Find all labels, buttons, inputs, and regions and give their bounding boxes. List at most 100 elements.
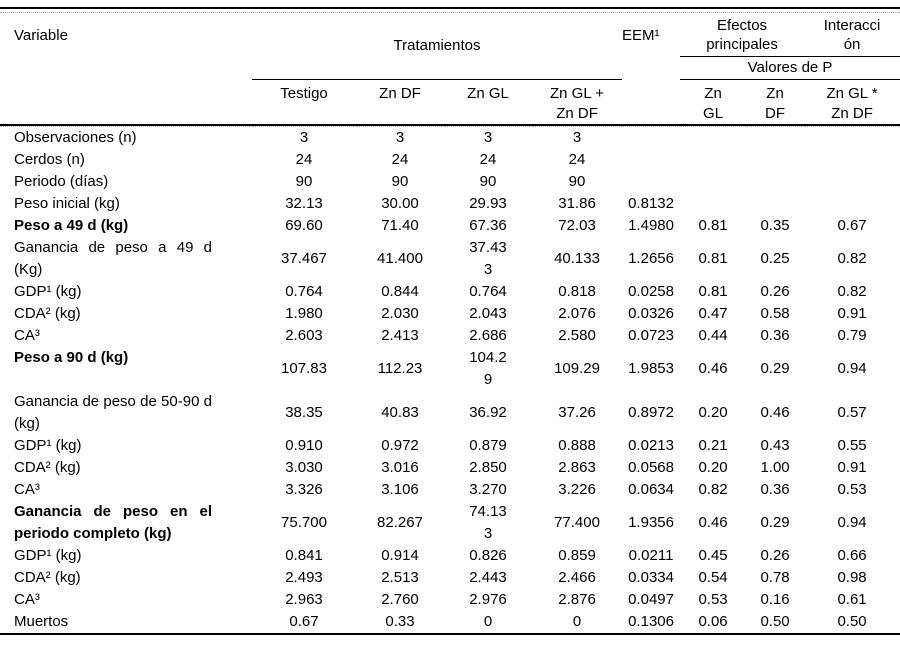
- cell-zn-df: 71.40: [381, 217, 419, 234]
- cell-eem: 1.9853: [628, 360, 674, 377]
- cell-zn-df: 0.972: [381, 437, 419, 454]
- cell-zn-gl-plus-zn-df: 40.133: [554, 250, 600, 267]
- cell-testigo: 90: [295, 173, 313, 190]
- cell-p-interaction: 0.57: [837, 404, 867, 421]
- cell-p-interaction: 0.67: [837, 217, 867, 234]
- cell-testigo: 0.67: [252, 611, 356, 635]
- cell-zn-df: 82.267: [377, 514, 423, 531]
- cell-p-zn-gl: 0.81: [698, 217, 728, 234]
- cell-p-zn-gl: 0.81: [698, 283, 728, 300]
- cell-zn-gl: 74.13 3: [469, 503, 507, 542]
- cell-p-zn-gl: 0.06: [680, 611, 747, 635]
- header-row-valores-p: Valores de P: [0, 57, 900, 80]
- table-row: Ganancia de peso a 49 d (Kg) 37.467 41.4…: [0, 237, 900, 281]
- cell-zn-df: 3.106: [381, 481, 419, 498]
- col-header-efectos-principales: Efectos principales: [680, 13, 805, 57]
- cell-zn-df: 0.33: [356, 611, 444, 635]
- cell-p-zn-df: 0.78: [760, 569, 790, 586]
- cell-p-interaction: 0.82: [837, 283, 867, 300]
- table-row: Observaciones (n) 3 3 3 3: [0, 126, 900, 149]
- cell-eem: 0.0213: [628, 437, 674, 454]
- cell-zn-df: 0.844: [381, 283, 419, 300]
- cell-eem: 1.4980: [628, 217, 674, 234]
- cell-testigo: 38.35: [285, 404, 323, 421]
- cell-testigo: 0.910: [285, 437, 323, 454]
- cell-testigo: 0.841: [285, 547, 323, 564]
- cell-zn-gl: 2.686: [469, 327, 507, 344]
- cell-zn-gl: 2.043: [469, 305, 507, 322]
- col-header-zn-df: Zn DF: [356, 80, 444, 126]
- col-header-interaccion: Interacci ón: [804, 13, 900, 57]
- table-row: Ganancia de peso de 50-90 d (kg) 38.35 4…: [0, 391, 900, 435]
- cell-zn-gl: 2.443: [469, 569, 507, 586]
- cell-p-zn-gl: 0.21: [698, 437, 728, 454]
- cell-p-zn-df: 0.29: [760, 360, 790, 377]
- table-row: CDA² (kg) 3.030 3.016 2.850 2.863 0.0568…: [0, 457, 900, 479]
- cell-zn-gl-plus-zn-df: 90: [568, 173, 586, 190]
- col-header-p-zn-df: Zn DF: [746, 80, 805, 126]
- row-label: Muertos: [0, 611, 252, 635]
- cell-testigo: 3.030: [285, 459, 323, 476]
- cell-p-interaction: [804, 171, 900, 193]
- cell-eem: 1.2656: [628, 250, 674, 267]
- cell-p-interaction: 0.91: [837, 305, 867, 322]
- cell-zn-gl: 0.879: [469, 437, 507, 454]
- cell-p-interaction: [804, 126, 900, 149]
- cell-zn-gl-plus-zn-df: 3: [532, 126, 623, 149]
- cell-p-interaction: 0.79: [837, 327, 867, 344]
- cell-eem: [622, 171, 680, 193]
- row-label: Ganancia de peso a 49 d (Kg): [14, 239, 212, 278]
- cell-p-interaction: [804, 149, 900, 171]
- cell-zn-gl: 0.826: [469, 547, 507, 564]
- top-rule-line: [0, 7, 900, 9]
- cell-p-interaction: 0.66: [837, 547, 867, 564]
- row-label: Observaciones (n): [0, 126, 252, 149]
- row-label: Peso a 49 d (kg): [14, 217, 129, 234]
- cell-p-zn-gl: [680, 126, 747, 149]
- table-row: CA³ 3.326 3.106 3.270 3.226 0.0634 0.82 …: [0, 479, 900, 501]
- cell-p-interaction: 0.55: [837, 437, 867, 454]
- row-label: CA³: [14, 327, 40, 344]
- row-label: Peso inicial (kg): [14, 195, 120, 212]
- row-label: GDP¹ (kg): [14, 437, 82, 454]
- header-row-subcolumns: Testigo Zn DF Zn GL Zn GL + Zn DF Zn GL …: [0, 80, 900, 126]
- cell-testigo: 0.764: [285, 283, 323, 300]
- col-header-p-zn-gl: Zn GL: [680, 80, 747, 126]
- cell-eem: 0.0634: [628, 481, 674, 498]
- cell-zn-gl-plus-zn-df: 72.03: [558, 217, 596, 234]
- col-header-testigo: Testigo: [252, 80, 356, 126]
- cell-p-zn-gl: 0.47: [698, 305, 728, 322]
- cell-testigo: 69.60: [285, 217, 323, 234]
- cell-p-zn-df: 1.00: [760, 459, 790, 476]
- results-table: Variable Tratamientos EEM¹ Efectos princ…: [0, 13, 900, 635]
- cell-zn-gl-plus-zn-df: 37.26: [558, 404, 596, 421]
- row-label: Ganancia de peso de 50-90 d (kg): [14, 393, 212, 432]
- cell-zn-df: 2.413: [381, 327, 419, 344]
- cell-p-interaction: 0.61: [837, 591, 867, 608]
- row-label: GDP¹ (kg): [14, 283, 82, 300]
- cell-p-zn-gl: [680, 171, 746, 193]
- cell-testigo: 3: [252, 126, 356, 149]
- cell-p-zn-gl: 0.82: [698, 481, 728, 498]
- cell-p-zn-gl: 0.46: [698, 514, 728, 531]
- cell-p-zn-gl: 0.53: [698, 591, 728, 608]
- cell-p-zn-df: 0.50: [746, 611, 805, 635]
- cell-zn-gl-plus-zn-df: 2.076: [558, 305, 596, 322]
- cell-p-zn-gl: 0.45: [698, 547, 728, 564]
- cell-p-interaction: [804, 193, 900, 215]
- cell-zn-gl: 0.764: [469, 283, 507, 300]
- cell-testigo: 2.963: [285, 591, 323, 608]
- cell-zn-gl: 3: [444, 126, 532, 149]
- cell-p-zn-df: [746, 171, 804, 193]
- table-row: GDP¹ (kg) 0.764 0.844 0.764 0.818 0.0258…: [0, 281, 900, 303]
- cell-zn-gl: 37.43 3: [469, 239, 507, 278]
- cell-zn-gl: 36.92: [469, 404, 507, 421]
- cell-p-zn-gl: [680, 149, 746, 171]
- cell-zn-gl-plus-zn-df: 77.400: [554, 514, 600, 531]
- cell-eem: 0.0723: [628, 327, 674, 344]
- cell-p-zn-gl: 0.20: [698, 404, 728, 421]
- cell-p-zn-df: 0.16: [760, 591, 790, 608]
- cell-p-zn-df: 0.29: [760, 514, 790, 531]
- cell-p-zn-gl: 0.44: [698, 327, 728, 344]
- cell-zn-gl-plus-zn-df: 0.818: [558, 283, 596, 300]
